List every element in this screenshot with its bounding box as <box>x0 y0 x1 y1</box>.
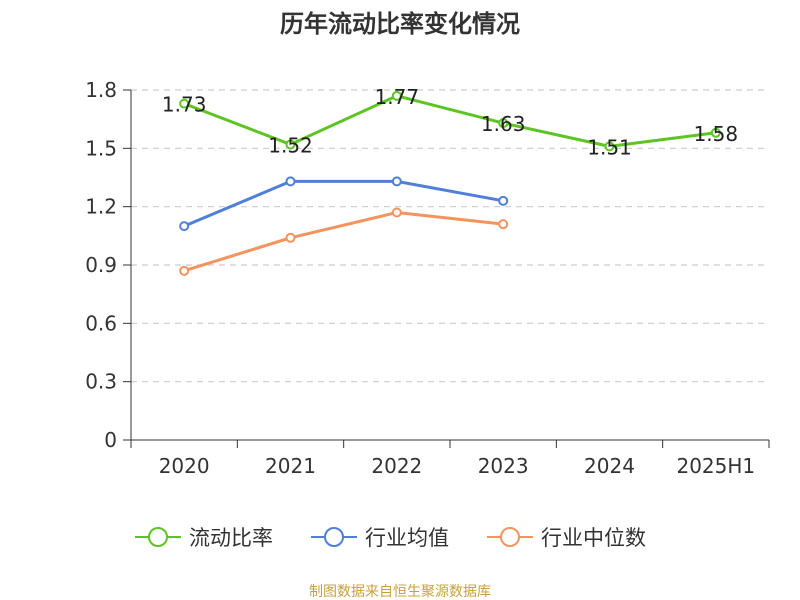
series-layer <box>179 90 721 276</box>
x-tick-label: 2023 <box>478 454 529 478</box>
legend: 流动比率 行业均值 行业中位数 <box>135 526 646 550</box>
x-tick-label: 2022 <box>371 454 422 478</box>
series-line <box>183 94 717 148</box>
source-note: 制图数据来自恒生聚源数据库 <box>309 584 491 600</box>
data-point <box>285 139 296 150</box>
y-tick-label: 0.6 <box>85 311 117 335</box>
data-point <box>604 141 615 152</box>
series-line <box>183 211 504 273</box>
data-label: 1.73 <box>162 93 207 117</box>
legend-label: 行业均值 <box>365 526 449 550</box>
x-tick-label: 2025H1 <box>676 454 755 478</box>
y-tick-label: 1.2 <box>85 195 117 219</box>
data-label: 1.52 <box>268 133 313 157</box>
data-point <box>391 176 402 187</box>
data-point <box>498 195 509 206</box>
legend-label: 流动比率 <box>189 526 273 550</box>
y-tick-label: 0.9 <box>85 253 117 277</box>
data-label: 1.77 <box>375 85 420 109</box>
data-label: 1.58 <box>694 122 739 146</box>
gridlines <box>131 89 769 383</box>
legend-swatch-marker <box>148 527 168 547</box>
data-labels: 1.73 1.52 1.77 1.63 1.51 1.58 <box>162 85 738 160</box>
data-point <box>391 90 402 101</box>
data-point <box>710 127 721 138</box>
x-tick-label: 2021 <box>265 454 316 478</box>
data-label: 1.51 <box>587 135 632 159</box>
data-point <box>498 118 509 129</box>
data-point <box>179 221 190 232</box>
data-point <box>285 232 296 243</box>
data-point <box>179 265 190 276</box>
x-tick-label: 2024 <box>584 454 635 478</box>
axes: 0 0.3 0.6 0.9 1.2 1.5 1.8 2020 2021 2022 2023 2024 2… <box>85 78 770 478</box>
chart-title: 历年流动比率变化情况 <box>280 10 520 38</box>
series-line <box>183 179 504 228</box>
data-point <box>285 176 296 187</box>
data-point <box>179 98 190 109</box>
legend-label: 行业中位数 <box>541 526 646 550</box>
x-tick-label: 2020 <box>159 454 210 478</box>
legend-swatch-marker <box>324 527 344 547</box>
data-label: 1.63 <box>481 112 526 136</box>
data-point <box>498 219 509 230</box>
y-tick-label: 0 <box>104 428 117 452</box>
y-tick-label: 1.5 <box>85 136 117 160</box>
data-point <box>391 207 402 218</box>
y-tick-label: 0.3 <box>85 370 117 394</box>
legend-swatch-marker <box>500 527 520 547</box>
y-tick-label: 1.8 <box>85 78 117 102</box>
